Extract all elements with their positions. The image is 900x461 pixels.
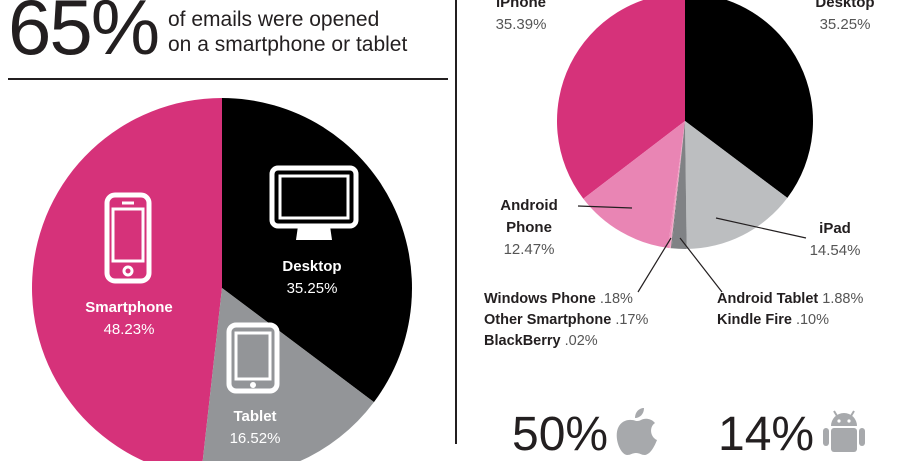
small-phones-leader bbox=[637, 237, 672, 293]
pie-slice-kindle-fire bbox=[670, 121, 685, 249]
pie-slice-desktop bbox=[685, 0, 814, 198]
desktop-icon bbox=[269, 165, 359, 240]
leader-lines bbox=[577, 205, 807, 293]
ipad-leader bbox=[715, 217, 807, 239]
kindle-fire-value: .10% bbox=[795, 312, 830, 328]
header-underline bbox=[8, 78, 448, 80]
iphone-label-name: iPhone bbox=[495, 0, 546, 11]
blackberry-row: BlackBerry .02% bbox=[484, 331, 684, 352]
smartphone-label-name: Smartphone bbox=[85, 299, 173, 316]
desktop-label-name: Desktop bbox=[282, 258, 342, 275]
android-tablet-value: 1.88% bbox=[822, 291, 864, 307]
tablet-icon bbox=[226, 322, 280, 394]
small-tablets-leader bbox=[679, 237, 723, 293]
tablet-label-name: Tablet bbox=[233, 408, 277, 425]
iphone-label: iPhone 35.39% bbox=[476, 0, 566, 36]
android-icon bbox=[823, 410, 865, 452]
pie-slice-other-smartphone bbox=[669, 121, 685, 249]
other-smartphone-name: Other Smartphone bbox=[484, 312, 612, 328]
blackberry-value: .02% bbox=[564, 333, 598, 349]
pie-slice-android-phone bbox=[583, 121, 685, 248]
desktop-right-label-name: Desktop bbox=[815, 0, 875, 11]
desktop-label: Desktop 35.25% bbox=[252, 256, 372, 300]
pie-slice-android-tablet bbox=[671, 121, 687, 249]
blackberry-name: BlackBerry bbox=[484, 333, 561, 349]
panel-divider bbox=[455, 0, 457, 444]
kindle-fire-row: Kindle Fire .10% bbox=[717, 310, 897, 331]
pie-slice-windows-phone bbox=[667, 121, 685, 249]
windows-phone-row: Windows Phone .18% bbox=[484, 289, 684, 310]
pie-slice-blackberry bbox=[670, 121, 685, 249]
android-tablet-name: Android Tablet bbox=[717, 291, 819, 307]
pie-slice-iphone bbox=[557, 0, 685, 199]
windows-phone-name: Windows Phone bbox=[484, 291, 596, 307]
other-smartphone-row: Other Smartphone .17% bbox=[484, 310, 684, 331]
android-phone-label-value: 12.47% bbox=[503, 241, 555, 258]
ipad-label-value: 14.54% bbox=[809, 242, 861, 259]
smartphone-label-value: 48.23% bbox=[103, 321, 155, 338]
smartphone-label: Smartphone 48.23% bbox=[64, 297, 194, 341]
pie-slice-tablet bbox=[202, 288, 374, 461]
smartphone-icon bbox=[104, 192, 152, 284]
headline-line-2: on a smartphone or tablet bbox=[168, 33, 408, 56]
small-devices-list-right: Android Tablet 1.88% Kindle Fire .10% bbox=[717, 289, 897, 331]
ipad-label-name: iPad bbox=[819, 220, 851, 237]
android-phone-label-name-1: Android bbox=[500, 197, 558, 214]
android-percent: 14% bbox=[718, 408, 815, 461]
other-smartphone-value: .17% bbox=[615, 312, 649, 328]
android-tablet-row: Android Tablet 1.88% bbox=[717, 289, 897, 310]
android-phone-label: Android Phone 12.47% bbox=[484, 195, 574, 261]
iphone-label-value: 35.39% bbox=[495, 16, 547, 33]
desktop-label-value: 35.25% bbox=[286, 280, 338, 297]
android-phone-leader bbox=[577, 205, 633, 209]
apple-icon bbox=[616, 408, 657, 455]
tablet-label-value: 16.52% bbox=[229, 430, 281, 447]
device-breakdown-pie-chart bbox=[557, 0, 814, 249]
pie-slice-ipad bbox=[685, 121, 788, 249]
apple-percent: 50% bbox=[512, 408, 609, 461]
headline-percent: 65% bbox=[8, 0, 160, 71]
headline-line-1: of emails were opened bbox=[168, 8, 380, 31]
desktop-right-label-value: 35.25% bbox=[819, 16, 871, 33]
small-devices-list-left: Windows Phone .18% Other Smartphone .17%… bbox=[484, 289, 684, 352]
tablet-label: Tablet 16.52% bbox=[210, 406, 300, 450]
kindle-fire-name: Kindle Fire bbox=[717, 312, 792, 328]
desktop-right-label: Desktop 35.25% bbox=[800, 0, 890, 36]
ipad-label: iPad 14.54% bbox=[795, 218, 875, 262]
windows-phone-value: .18% bbox=[599, 291, 633, 307]
android-phone-label-name-2: Phone bbox=[506, 219, 552, 236]
